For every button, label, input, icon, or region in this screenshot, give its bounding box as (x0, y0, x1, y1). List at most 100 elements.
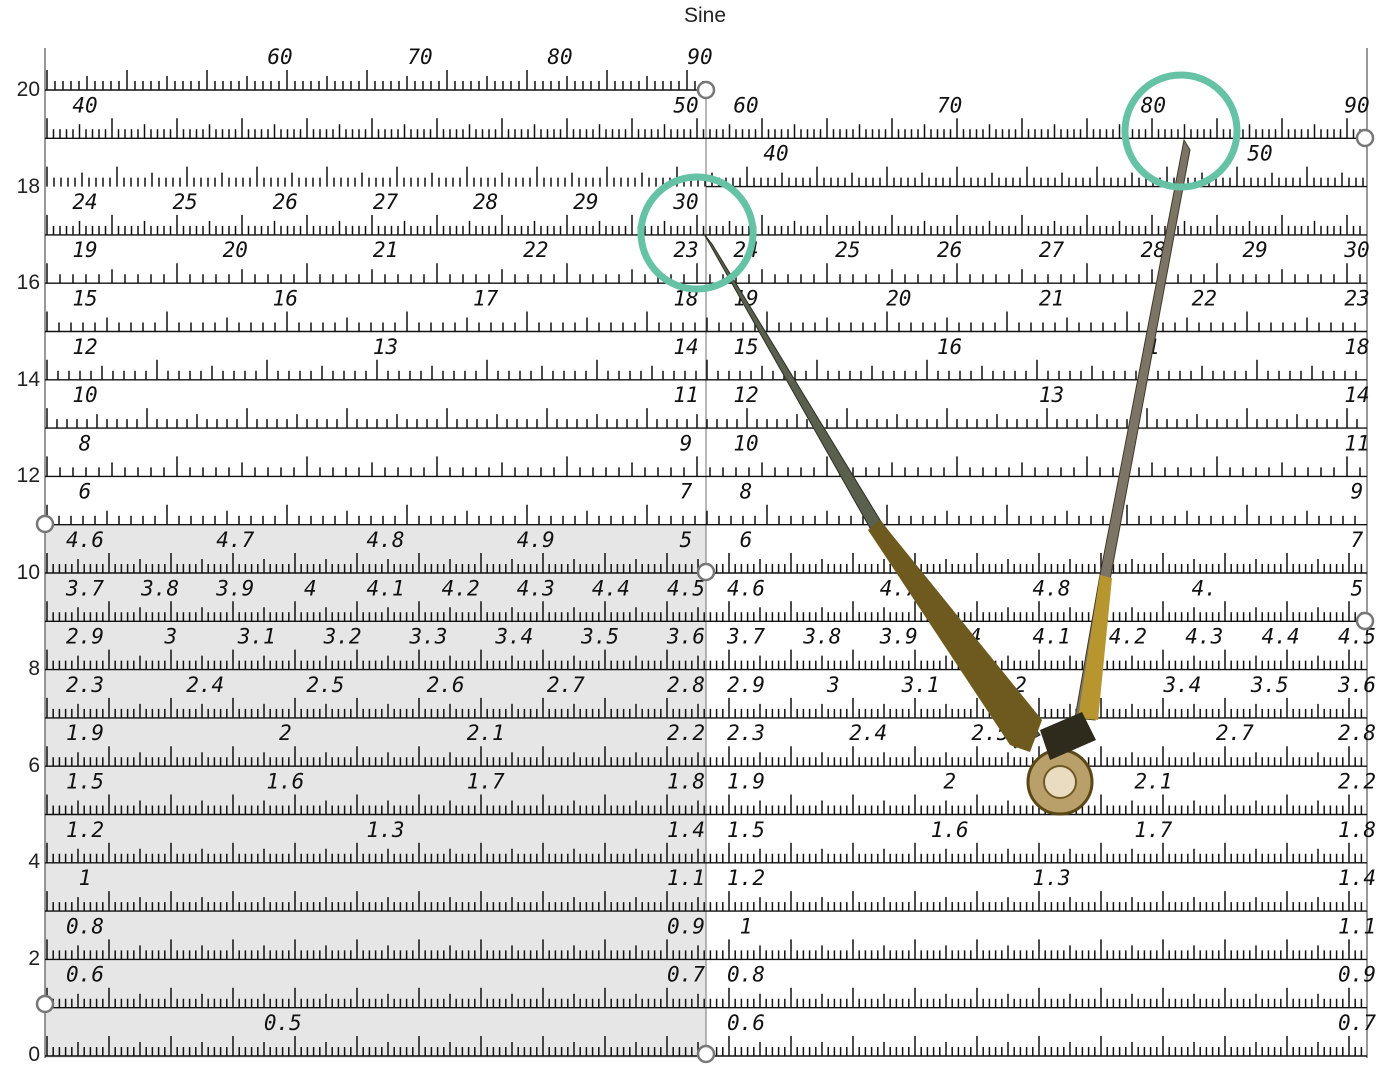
scale-label-left: 4.3 (517, 576, 555, 600)
ruler-ticks (46, 70, 704, 90)
scale-label-left: 2.2 (667, 721, 705, 745)
scale-label-left: 0.6 (66, 963, 104, 987)
scale-label-left: 13 (373, 335, 398, 359)
scale-label-right: 2.2 (1338, 770, 1376, 794)
scale-label-left: 1.6 (266, 770, 304, 794)
scale-label-left: 5 (680, 528, 693, 552)
scale-label-right: 26 (937, 238, 962, 262)
scale-label-left: 70 (407, 45, 432, 69)
scale-label-left: 15 (72, 287, 97, 311)
scale-label-right: 6 (740, 528, 753, 552)
scale-label-left: 3.4 (494, 625, 533, 649)
scale-label-right: 1.5 (727, 818, 765, 842)
scale-label-left: 1 (79, 866, 92, 890)
scale-label-right: 16 (937, 335, 962, 359)
y-axis-label: 20 (16, 78, 40, 101)
scale-label-left: 12 (72, 335, 97, 359)
scale-label-right: 3.7 (726, 625, 765, 649)
scale-label-left: 25 (173, 190, 198, 214)
scale-label-right: 25 (835, 238, 860, 262)
ruler-ticks (46, 359, 1357, 380)
hollow-circle-marker-icon (696, 1044, 716, 1064)
scale-label-right: 1.7 (1134, 818, 1172, 842)
ruler-ticks (46, 166, 1364, 187)
scale-label-right: 3 (826, 673, 840, 697)
hollow-circle-marker-icon (696, 80, 716, 100)
scale-label-left: 26 (273, 190, 298, 214)
scale-label-left: 16 (273, 287, 298, 311)
scale-label-right: 2.9 (727, 673, 765, 697)
scale-label-left: 4.2 (442, 576, 480, 600)
scale-label-left: 19 (72, 238, 97, 262)
scale-label-left: 3.2 (323, 625, 362, 649)
scale-label-left: 2.7 (547, 673, 585, 697)
scale-label-right: 21 (1039, 287, 1064, 311)
ruler-ticks (46, 311, 1356, 332)
scale-label-right: 0.7 (1338, 1011, 1376, 1035)
ruler-ticks (46, 456, 1361, 477)
scale-label-left: 60 (267, 45, 292, 69)
scale-label-left: 1.4 (667, 818, 705, 842)
scale-label-left: 1.5 (66, 770, 104, 794)
ruler-ticks (46, 649, 1363, 670)
scale-label-left: 1.3 (367, 818, 405, 842)
scale-label-right: 23 (1344, 287, 1369, 311)
scale-label-left: 50 (673, 93, 698, 117)
scale-label-left: 2.5 (306, 673, 344, 697)
scale-label-right: 4.8 (1033, 576, 1071, 600)
scale-label-left: 4.9 (517, 528, 555, 552)
scale-label-right: 1.2 (727, 866, 765, 890)
scale-label-left: 28 (473, 190, 498, 214)
scale-label-left: 80 (547, 45, 572, 69)
ruler-ticks (46, 939, 1363, 960)
scale-label-right: 13 (1039, 383, 1064, 407)
scale-label-left: 30 (672, 190, 698, 214)
scale-label-right: 2.8 (1338, 721, 1376, 745)
scale-label-left: 3.8 (140, 576, 179, 600)
scale-label-right: 30 (1343, 238, 1369, 262)
scale-label-left: 2.9 (66, 625, 104, 649)
highlight-circle-icon (637, 173, 757, 293)
scale-label-right: 0.6 (727, 1011, 765, 1035)
shaded-region (45, 524, 706, 1058)
scale-label-left: 11 (673, 383, 698, 407)
ruler-ticks (46, 1036, 1363, 1056)
ruler-ticks (46, 214, 1361, 235)
scale-label-left: 2 (279, 721, 292, 745)
scale-label-right: 5 (1351, 576, 1364, 600)
divider-compass-icon (703, 138, 1191, 816)
scale-label-left: 0.5 (264, 1011, 302, 1035)
y-axis-label: 4 (28, 850, 40, 873)
scale-label-left: 27 (373, 190, 399, 214)
scale-label-right: 3.1 (901, 673, 940, 697)
y-axis-label: 18 (16, 174, 40, 198)
scale-label-left: 0.9 (667, 914, 705, 938)
scale-label-left: 10 (72, 383, 97, 407)
ruler-ticks (46, 408, 1358, 429)
scale-label-left: 4.1 (367, 576, 405, 600)
scale-label-left: 8 (79, 431, 92, 455)
scale-label-right: 8 (740, 480, 753, 504)
scale-label-left: 17 (473, 287, 499, 311)
scale-label-right: 2.7 (1216, 721, 1254, 745)
scale-label-left: 6 (79, 480, 92, 504)
scale-label-right: 2.3 (727, 721, 765, 745)
ruler-ticks (46, 842, 1363, 863)
scale-label-left: 29 (573, 190, 598, 214)
y-axis-label: 8 (28, 657, 40, 680)
scale-label-left: 23 (673, 238, 698, 262)
scale-label-right: 60 (733, 93, 758, 117)
scale-label-right: 3.6 (1337, 673, 1376, 697)
scale-label-left: 2.6 (427, 673, 465, 697)
scale-label-right: 40 (763, 142, 788, 166)
scale-label-left: 3.5 (580, 625, 619, 649)
scale-label-right: 4.1 (1033, 625, 1071, 649)
scale-label-left: 3.6 (666, 625, 705, 649)
diagram-title: Sine (683, 4, 727, 27)
scale-label-right: 80 (1141, 93, 1166, 117)
hollow-circle-marker-icon (1355, 128, 1375, 148)
scale-label-right: 22 (1192, 287, 1217, 311)
ruler-ticks (46, 263, 1361, 284)
scale-label-left: 40 (72, 93, 97, 117)
